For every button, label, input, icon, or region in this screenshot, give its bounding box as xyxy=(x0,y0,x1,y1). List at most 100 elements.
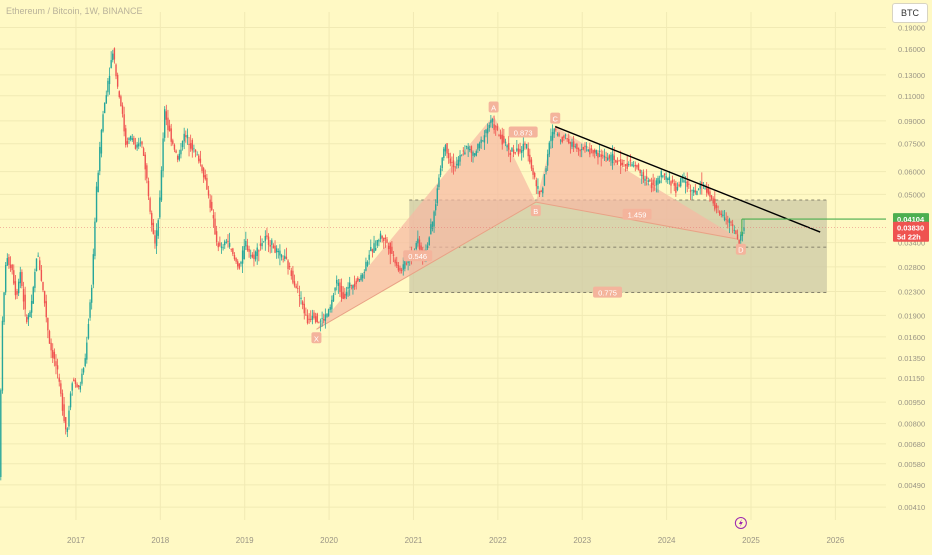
candle-body xyxy=(107,80,109,93)
candle-body xyxy=(420,245,422,254)
candle-body xyxy=(293,281,296,286)
candle-body xyxy=(201,165,203,172)
candle-body xyxy=(718,211,721,215)
candle-body xyxy=(204,175,206,180)
label-a: A xyxy=(491,103,496,112)
candle-body xyxy=(650,182,653,189)
candle-body xyxy=(597,152,599,158)
pattern-xab xyxy=(316,115,536,330)
candle-body xyxy=(680,178,682,187)
currency-button[interactable]: BTC xyxy=(892,3,928,23)
candle-body xyxy=(215,231,218,243)
candle-body xyxy=(173,144,176,150)
candle-body xyxy=(404,260,406,269)
candle-body xyxy=(386,239,388,243)
chart-title: Ethereum / Bitcoin, 1W, BINANCE xyxy=(6,6,143,16)
y-tick-label: 0.05000 xyxy=(898,190,925,199)
candle-body xyxy=(710,195,713,199)
countdown-text: 5d 22h xyxy=(897,233,921,242)
candle-body xyxy=(538,191,541,195)
candle-body xyxy=(454,166,456,168)
candle-body xyxy=(26,317,28,323)
label-x: X xyxy=(314,334,319,343)
candle-body xyxy=(641,174,643,176)
candle-body xyxy=(683,180,685,183)
candle-body xyxy=(84,358,86,367)
candle-body xyxy=(60,383,62,394)
candle-body xyxy=(357,277,359,282)
y-tick-label: 0.01350 xyxy=(898,354,925,363)
label-d: D xyxy=(738,246,744,255)
candle-body xyxy=(556,134,559,136)
candle-body xyxy=(433,211,435,227)
candle-body xyxy=(368,254,370,260)
candle-body xyxy=(149,198,151,212)
candle-body xyxy=(483,135,486,143)
candle-body xyxy=(217,243,219,248)
candle-body xyxy=(723,217,726,221)
x-tick-label: 2017 xyxy=(67,536,85,545)
candle-body xyxy=(701,182,703,185)
candle-body xyxy=(473,153,476,156)
label-b: B xyxy=(533,207,538,216)
candle-body xyxy=(48,331,51,344)
candle-body xyxy=(99,146,101,172)
candle-body xyxy=(456,163,458,166)
candle-body xyxy=(652,179,654,186)
candle-body xyxy=(678,184,680,187)
candle-body xyxy=(647,180,649,182)
candle-body xyxy=(222,247,224,249)
candle-body xyxy=(532,168,534,175)
candle-body xyxy=(344,293,346,299)
candle-body xyxy=(220,246,223,248)
candle-body xyxy=(516,148,518,151)
candle-body xyxy=(569,142,572,144)
candle-body xyxy=(232,248,234,255)
candle-body xyxy=(280,254,283,258)
candle-body xyxy=(92,254,95,285)
candle-body xyxy=(447,153,450,159)
candle-body xyxy=(102,114,104,132)
candle-body xyxy=(128,138,130,140)
candle-body xyxy=(392,254,395,256)
candle-body xyxy=(269,244,271,247)
y-tick-label: 0.07500 xyxy=(898,140,925,149)
candle-body xyxy=(715,204,718,208)
label-x-bg xyxy=(311,332,322,344)
candle-body xyxy=(657,177,659,185)
candle-body xyxy=(37,255,39,257)
candle-body xyxy=(616,160,619,165)
candle-body xyxy=(472,152,474,156)
candle-body xyxy=(584,146,586,147)
candle-body xyxy=(438,177,440,188)
candle-body xyxy=(56,365,59,370)
candle-body xyxy=(434,204,437,211)
candle-body xyxy=(168,125,171,132)
x-tick-label: 2019 xyxy=(236,536,254,545)
candle-body xyxy=(115,64,117,77)
candle-body xyxy=(581,149,583,151)
candle-body xyxy=(284,255,286,259)
candle-body xyxy=(637,164,640,171)
candle-body xyxy=(27,314,30,320)
candle-body xyxy=(639,169,641,174)
candle-body xyxy=(720,213,722,215)
candle-body xyxy=(329,307,331,310)
candle-body xyxy=(334,287,336,291)
candle-body xyxy=(121,105,124,114)
x-tick-label: 2023 xyxy=(573,536,591,545)
candle-body xyxy=(486,128,489,134)
candle-body xyxy=(146,165,148,179)
candle-body xyxy=(288,266,291,268)
candle-body xyxy=(660,171,662,178)
candle-body xyxy=(654,185,656,187)
candle-body xyxy=(631,164,633,167)
candle-body xyxy=(529,154,531,163)
candle-body xyxy=(370,246,372,251)
y-tick-label: 0.16000 xyxy=(898,45,925,54)
candle-body xyxy=(310,318,312,320)
candle-body xyxy=(366,261,369,267)
candle-body xyxy=(172,140,174,144)
candle-body xyxy=(629,159,632,162)
